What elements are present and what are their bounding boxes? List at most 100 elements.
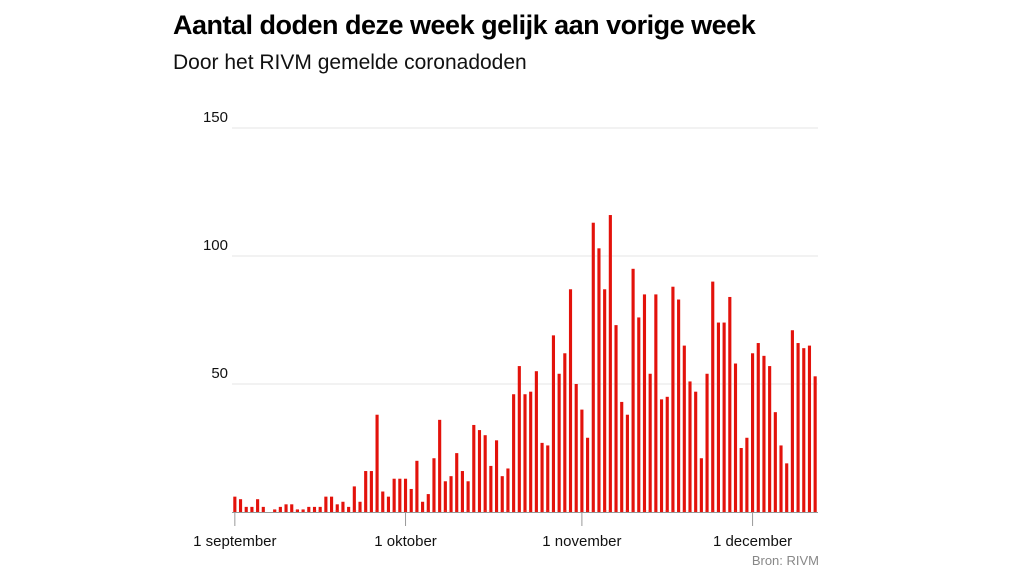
x-tick-label: 1 november	[542, 533, 621, 550]
bar	[381, 491, 385, 512]
bar	[722, 322, 726, 512]
bar	[369, 471, 373, 512]
bar	[238, 499, 243, 512]
bar	[762, 355, 766, 512]
bar	[751, 353, 755, 512]
bar	[375, 414, 379, 512]
bar	[603, 289, 607, 512]
bar	[654, 294, 658, 512]
bar	[312, 506, 317, 512]
bar	[773, 412, 777, 512]
x-tick-label: 1 december	[713, 533, 792, 550]
bar	[415, 460, 419, 512]
bar	[807, 345, 812, 512]
bar	[779, 445, 783, 512]
x-tick-label: 1 oktober	[374, 533, 437, 550]
bar	[256, 499, 260, 512]
bar	[586, 437, 590, 512]
bar	[551, 335, 556, 512]
bar	[261, 506, 265, 512]
bar	[500, 476, 504, 512]
chart-subtitle: Door het RIVM gemelde coronadoden	[173, 51, 527, 74]
bar	[330, 496, 334, 512]
bar	[637, 317, 641, 512]
bar	[455, 453, 459, 512]
bar	[517, 366, 521, 512]
bar	[802, 348, 806, 512]
y-tick-label: 100	[203, 237, 228, 254]
bar	[739, 448, 743, 512]
bar	[335, 504, 339, 512]
bar	[620, 401, 624, 512]
bar	[290, 504, 294, 512]
bar	[671, 286, 675, 512]
bar	[386, 496, 391, 512]
bar	[324, 496, 328, 512]
bar	[580, 409, 584, 512]
bar	[716, 322, 720, 512]
bar	[426, 494, 430, 512]
bar	[301, 509, 305, 512]
bar	[546, 445, 550, 512]
bar	[494, 440, 499, 512]
bar	[284, 504, 288, 512]
bar	[665, 396, 669, 512]
bar	[768, 366, 772, 512]
bar	[358, 501, 362, 512]
bar	[307, 506, 311, 512]
bar	[398, 478, 402, 512]
bar	[523, 394, 527, 512]
x-axis	[232, 512, 818, 526]
bar	[728, 296, 732, 512]
bar	[449, 476, 453, 512]
bar	[392, 478, 396, 512]
y-tick-label: 50	[211, 365, 228, 382]
bar	[460, 471, 464, 512]
gridlines	[232, 127, 818, 385]
bar	[432, 458, 436, 512]
bar	[466, 481, 470, 512]
tick-labels: 50 100 150 1 september 1 oktober 1 november 1 …	[193, 109, 792, 550]
bar	[244, 506, 248, 512]
bar	[540, 442, 544, 512]
bar	[625, 414, 629, 512]
bar	[529, 391, 533, 512]
bar	[568, 289, 573, 512]
bar	[642, 294, 647, 512]
bar	[409, 488, 413, 512]
bar	[688, 381, 692, 512]
bar	[682, 345, 686, 512]
bar	[563, 353, 567, 512]
bar	[608, 215, 612, 513]
bar	[403, 478, 408, 512]
source-note: Bron: RIVM	[751, 553, 819, 568]
chart-title: Aantal doden deze week gelijk aan vorige…	[173, 10, 756, 40]
bar	[796, 343, 800, 512]
bar	[677, 299, 681, 512]
bar	[574, 384, 578, 512]
bar	[250, 506, 254, 512]
bar	[745, 437, 749, 512]
bar	[489, 465, 493, 512]
bar	[347, 506, 351, 512]
bar	[614, 325, 618, 512]
bar	[512, 394, 516, 512]
bar	[711, 281, 715, 512]
bar	[631, 268, 635, 512]
x-tick-label: 1 september	[193, 533, 276, 550]
bar	[273, 509, 277, 512]
bar	[295, 509, 299, 512]
bar	[477, 430, 482, 512]
bar	[443, 481, 447, 512]
bar	[438, 419, 442, 512]
bar	[472, 424, 476, 512]
y-tick-label: 150	[203, 109, 228, 126]
bar	[733, 363, 738, 512]
bar	[364, 471, 368, 512]
bar	[790, 330, 794, 512]
bar	[659, 399, 664, 512]
bar	[233, 496, 237, 512]
bar	[506, 468, 510, 512]
bar	[591, 222, 595, 512]
